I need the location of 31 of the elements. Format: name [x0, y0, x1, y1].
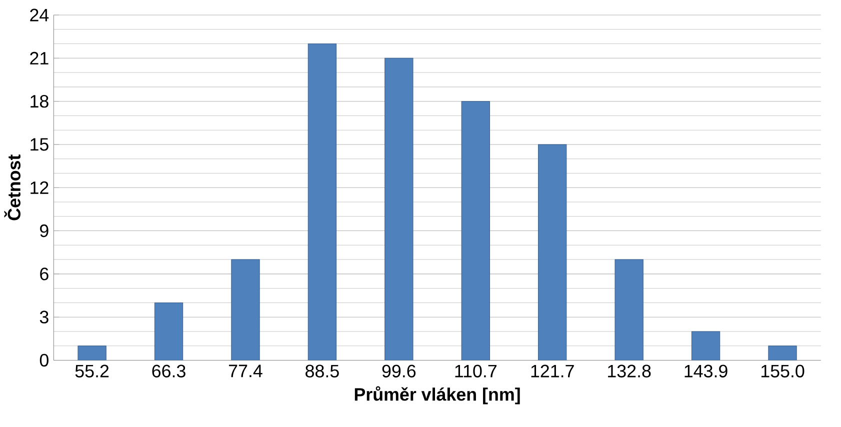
- bar: [78, 346, 106, 360]
- bar: [691, 331, 720, 360]
- bar: [461, 101, 490, 360]
- y-tick-label: 21: [30, 52, 48, 65]
- bar: [231, 259, 260, 360]
- y-tick-label: 3: [40, 310, 48, 324]
- bar: [154, 302, 184, 360]
- y-tick-label: 15: [30, 138, 48, 151]
- x-tick-label: 143.9: [684, 364, 728, 378]
- x-axis-title: Průměr vláken [nm]: [354, 386, 520, 404]
- bar: [538, 144, 567, 360]
- x-tick-label: 121.7: [531, 364, 574, 378]
- bar: [384, 58, 414, 360]
- x-tick-label: 66.3: [152, 364, 186, 378]
- y-tick-label: 18: [30, 95, 48, 108]
- x-tick-label: 55.2: [75, 364, 109, 378]
- y-tick-label: 9: [40, 224, 48, 238]
- bar: [614, 259, 644, 360]
- x-tick-label: 155.0: [761, 364, 804, 378]
- y-tick-label: 0: [40, 354, 48, 367]
- y-tick-label: 6: [40, 268, 48, 280]
- y-tick-label: 24: [30, 8, 49, 22]
- y-axis-title: Četnost: [4, 154, 20, 220]
- x-tick-label: 77.4: [228, 364, 262, 378]
- bar: [308, 44, 337, 360]
- bar: [768, 346, 797, 360]
- x-tick-label: 110.7: [455, 364, 496, 378]
- x-tick-label: 99.6: [382, 364, 416, 378]
- x-tick-label: 88.5: [306, 364, 339, 378]
- y-tick-label: 12: [30, 181, 48, 194]
- x-tick-label: 132.8: [608, 364, 651, 378]
